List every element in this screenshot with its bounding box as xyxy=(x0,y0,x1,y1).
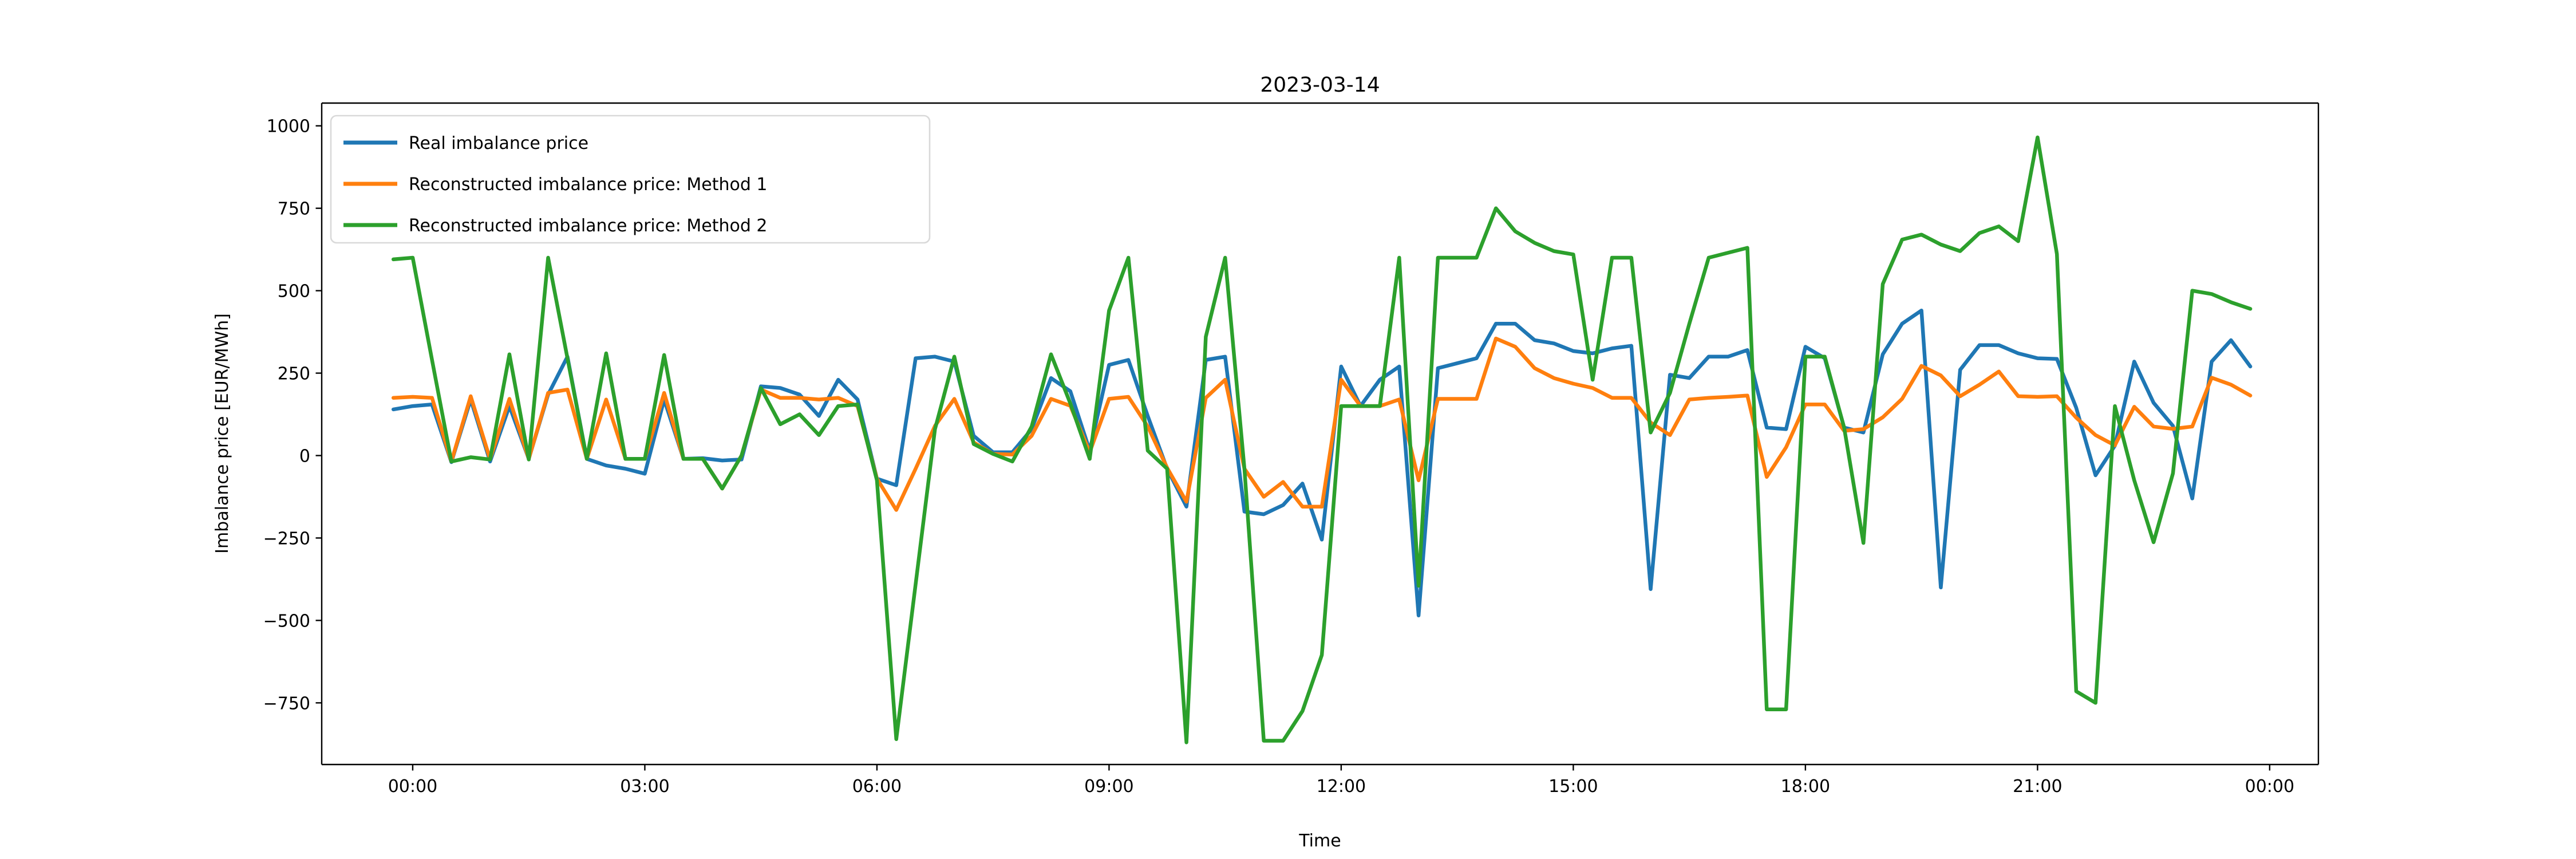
y-axis-label: Imbalance price [EUR/MWh] xyxy=(212,313,232,554)
x-tick-label: 06:00 xyxy=(852,777,902,797)
x-tick-label: 21:00 xyxy=(2013,777,2062,797)
y-tick-label: 250 xyxy=(278,364,310,384)
legend: Real imbalance price Reconstructed imbal… xyxy=(330,115,931,244)
legend-label-real: Real imbalance price xyxy=(409,133,588,153)
x-tick-label: 18:00 xyxy=(1781,777,1830,797)
y-tick-label: 500 xyxy=(278,282,310,302)
x-axis-label: Time xyxy=(1298,831,1341,851)
x-tick-label: 15:00 xyxy=(1548,777,1598,797)
x-tick-label: 00:00 xyxy=(2245,777,2294,797)
y-tick-label: 750 xyxy=(278,199,310,219)
legend-entry: Reconstructed imbalance price: Method 1 xyxy=(343,175,768,195)
legend-entry: Reconstructed imbalance price: Method 2 xyxy=(343,216,768,236)
y-tick-label: 1000 xyxy=(267,117,310,137)
chart-title: 2023-03-14 xyxy=(1260,73,1380,97)
legend-box xyxy=(330,115,931,244)
x-tick-label: 03:00 xyxy=(620,777,669,797)
series-line-2 xyxy=(391,135,2253,744)
x-axis-ticks: 00:00 03:00 06:00 09:00 12:00 15:00 18:00 21:00… xyxy=(388,765,2294,797)
y-tick-label: −750 xyxy=(263,693,310,714)
y-tick-label: −250 xyxy=(263,529,310,549)
x-tick-label: 09:00 xyxy=(1084,777,1133,797)
series-lines xyxy=(391,135,2253,744)
x-tick-label: 12:00 xyxy=(1317,777,1366,797)
legend-entry: Real imbalance price xyxy=(343,133,588,153)
x-tick-label: 00:00 xyxy=(388,777,437,797)
y-tick-label: 0 xyxy=(299,447,310,467)
legend-label-method1: Reconstructed imbalance price: Method 1 xyxy=(409,175,768,195)
axes-spines xyxy=(321,102,2320,766)
legend-label-method2: Reconstructed imbalance price: Method 2 xyxy=(409,216,768,236)
y-axis-ticks: 1000 750 500 250 0 −250 −500 −750 xyxy=(263,117,322,714)
y-tick-label: −500 xyxy=(263,611,310,631)
